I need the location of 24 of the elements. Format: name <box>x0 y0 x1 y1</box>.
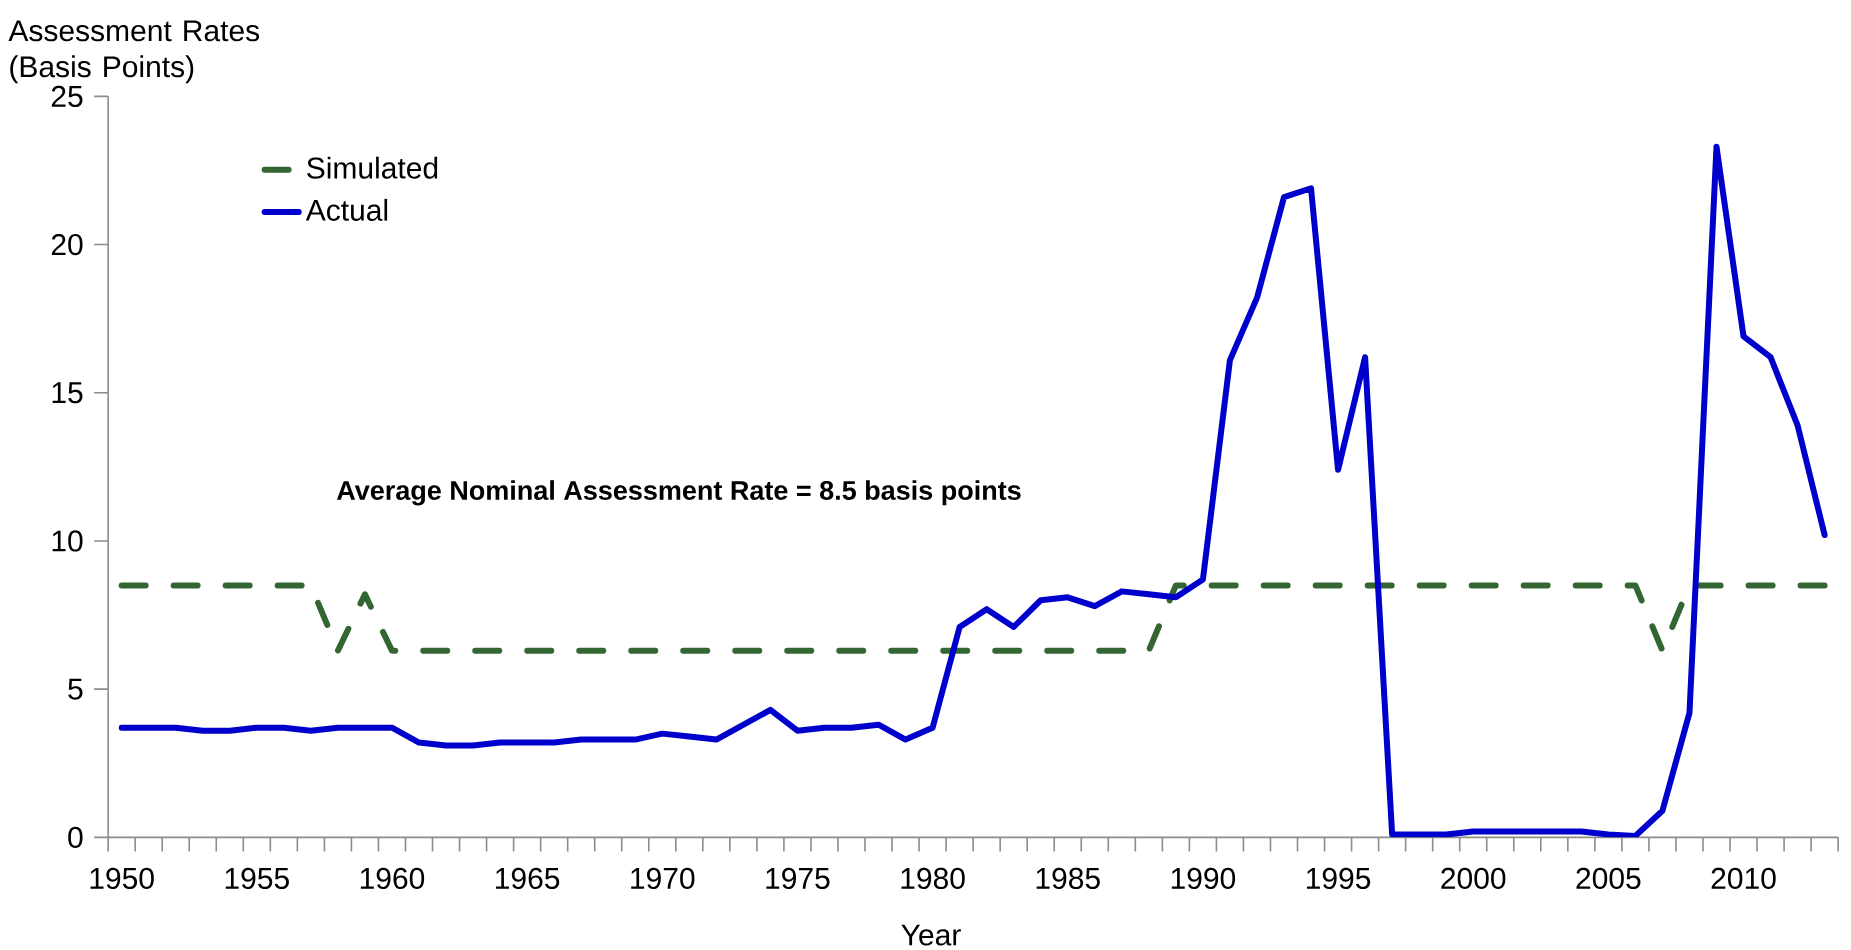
x-tick-label: 1965 <box>496 867 560 889</box>
x-tick-label: 2010 <box>1711 867 1776 889</box>
x-tick-label: 1970 <box>631 867 695 889</box>
x-tick-label: 1985 <box>1036 867 1100 889</box>
x-tick-label: 1950 <box>90 867 154 889</box>
y-tick-label: 25 <box>51 85 83 107</box>
y-tick-label: 5 <box>68 678 83 700</box>
y-tick-label: 20 <box>51 233 83 256</box>
x-tick-label: 1980 <box>901 867 965 889</box>
legend-label: Simulated <box>307 156 438 179</box>
annotation: Average Nominal Assessment Rate = 8.5 basis points <box>336 480 1021 506</box>
x-tick-label: 1995 <box>1306 867 1371 889</box>
y-tick-label: 0 <box>68 826 83 848</box>
x-tick-label: 1955 <box>225 867 289 889</box>
x-tick-label: 2005 <box>1576 867 1641 889</box>
x-tick-label: 2000 <box>1441 867 1506 889</box>
y-tick-label: 15 <box>52 382 83 404</box>
legend-label: Actual <box>305 198 388 221</box>
y-axis-title: Assessment Rates (Basis Points) <box>8 20 260 84</box>
x-tick-label: 1990 <box>1171 867 1236 889</box>
y-tick-label: 10 <box>52 530 83 552</box>
x-tick-label: 1960 <box>360 867 425 889</box>
x-tick-label: 1975 <box>766 867 830 889</box>
x-axis-title: Year <box>901 924 961 946</box>
